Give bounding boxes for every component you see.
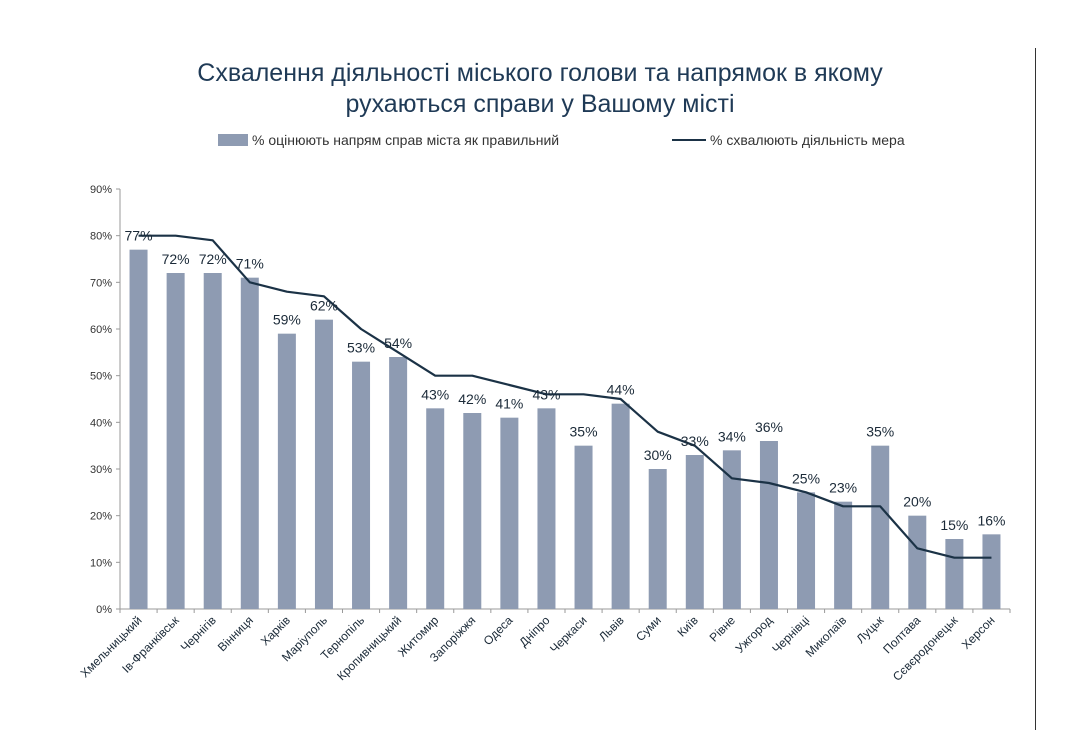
data-label: 16% xyxy=(977,512,1005,528)
bar xyxy=(463,413,482,609)
x-tick-label: Кропивницький xyxy=(334,613,404,683)
bar xyxy=(314,319,333,609)
data-label: 41% xyxy=(495,396,523,412)
data-label: 43% xyxy=(421,386,449,402)
bar xyxy=(834,501,853,609)
x-tick-label: Київ xyxy=(674,613,700,639)
y-tick-label: 30% xyxy=(90,464,112,476)
data-label: 25% xyxy=(792,470,820,486)
y-tick-label: 70% xyxy=(90,277,112,289)
y-tick-label: 10% xyxy=(90,557,112,569)
bar xyxy=(277,333,296,609)
bar xyxy=(982,534,1001,609)
bar xyxy=(500,417,519,609)
legend-item-line: % схвалюють діяльність мера xyxy=(672,132,905,148)
legend-bar-swatch xyxy=(218,134,248,146)
y-tick-label: 0% xyxy=(96,604,112,616)
x-tick-label: Сєвєродонецьк xyxy=(890,613,961,684)
frame-divider xyxy=(1035,48,1036,730)
data-label: 36% xyxy=(755,419,783,435)
x-tick-label: Луцьк xyxy=(854,613,887,646)
x-tick-label: Суми xyxy=(633,613,664,644)
y-tick-label: 80% xyxy=(90,231,112,243)
data-label: 54% xyxy=(384,335,412,351)
x-tick-label: Дніпро xyxy=(516,613,552,649)
legend-line-swatch xyxy=(672,139,706,141)
data-label: 15% xyxy=(940,517,968,533)
bar xyxy=(426,408,445,609)
data-label: 30% xyxy=(644,447,672,463)
x-tick-label: Вінниця xyxy=(215,613,256,654)
x-tick-label: Чернігів xyxy=(178,613,219,654)
data-label: 72% xyxy=(199,251,227,267)
data-label: 53% xyxy=(347,340,375,356)
data-label: 20% xyxy=(903,494,931,510)
legend-bars-label: % оцінюють напрям справ міста як правиль… xyxy=(252,132,560,148)
x-tick-label: Черкаси xyxy=(547,613,590,656)
data-label: 59% xyxy=(273,312,301,328)
x-tick-label: Одеса xyxy=(481,613,516,648)
bar xyxy=(685,455,704,609)
chart-title: Схвалення діяльності міського голови та … xyxy=(100,58,980,120)
legend-item-bars: % оцінюють напрям справ міста як правиль… xyxy=(218,132,559,148)
data-label: 23% xyxy=(829,480,857,496)
bar xyxy=(203,273,222,609)
bar xyxy=(537,408,556,609)
y-tick-label: 50% xyxy=(90,371,112,383)
y-tick-label: 20% xyxy=(90,511,112,523)
data-label: 77% xyxy=(125,228,153,244)
data-label: 33% xyxy=(681,433,709,449)
x-tick-label: Ужгород xyxy=(733,613,776,656)
data-label: 35% xyxy=(570,424,598,440)
data-label: 35% xyxy=(866,424,894,440)
data-label: 43% xyxy=(532,386,560,402)
bar xyxy=(759,441,778,609)
bar xyxy=(129,249,148,609)
data-label: 34% xyxy=(718,428,746,444)
data-label: 44% xyxy=(607,382,635,398)
bar xyxy=(871,445,890,609)
x-tick-label: Херсон xyxy=(959,613,998,652)
data-label: 72% xyxy=(162,251,190,267)
x-tick-label: Харків xyxy=(258,613,293,648)
series-line xyxy=(138,234,992,559)
data-label: 42% xyxy=(458,391,486,407)
bar xyxy=(945,539,964,609)
x-tick-label: Миколаїв xyxy=(803,613,850,660)
bar xyxy=(722,450,741,609)
bar xyxy=(166,273,185,609)
y-tick-label: 60% xyxy=(90,324,112,336)
bar xyxy=(240,277,259,609)
y-tick-label: 40% xyxy=(90,417,112,429)
chart-title-line-2: рухаються справи у Вашому місті xyxy=(345,90,735,118)
bar xyxy=(574,445,593,609)
bar xyxy=(648,469,667,609)
bar xyxy=(908,515,927,609)
bar xyxy=(611,403,630,609)
bar xyxy=(797,492,816,609)
data-label: 62% xyxy=(310,298,338,314)
legend-line-label: % схвалюють діяльність мера xyxy=(710,132,905,148)
x-tick-label: Рівне xyxy=(707,613,739,645)
x-tick-label: Львів xyxy=(596,613,627,644)
chart-title-line-1: Схвалення діяльності міського голови та … xyxy=(197,59,883,87)
data-label: 71% xyxy=(236,256,264,272)
bar xyxy=(389,357,408,609)
y-tick-label: 90% xyxy=(90,184,112,196)
chart-legend: % оцінюють напрям справ міста як правиль… xyxy=(0,132,1080,154)
bar xyxy=(352,361,371,609)
